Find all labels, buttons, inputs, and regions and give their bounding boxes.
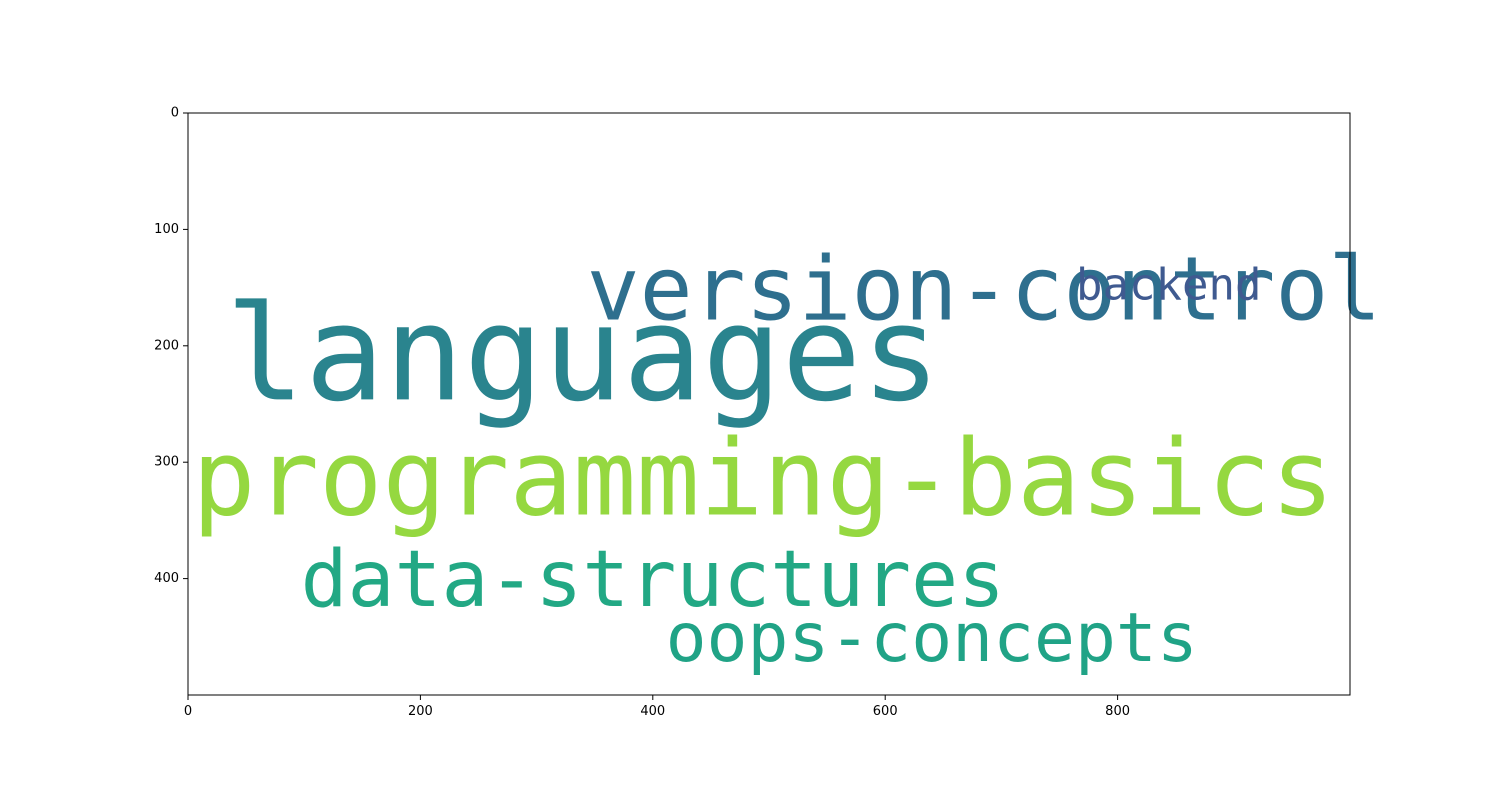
y-axis: 0 100 200 300 400 [154, 106, 188, 586]
x-tick-label: 800 [1105, 704, 1130, 719]
y-tick-label: 0 [171, 106, 179, 121]
x-tick-label: 0 [184, 704, 192, 719]
x-tick-label: 200 [408, 704, 433, 719]
y-tick-label: 300 [154, 455, 179, 470]
y-tick-label: 400 [154, 571, 179, 586]
word-oops-concepts: oops-concepts [666, 599, 1198, 678]
x-tick-label: 600 [873, 704, 898, 719]
x-tick-label: 400 [640, 704, 665, 719]
plot-area: programming-basicslanguagesversion-contr… [192, 238, 1381, 679]
word-backend: backend [1076, 260, 1261, 311]
x-axis: 0 200 400 600 800 [184, 695, 1130, 719]
y-tick-label: 200 [154, 338, 179, 353]
word-programming-basics: programming-basics [192, 416, 1334, 539]
axes-frame [187, 112, 1351, 696]
word-languages: languages [225, 277, 940, 431]
word-data-structures: data-structures [301, 535, 1005, 625]
y-tick-label: 100 [154, 222, 179, 237]
word-version-control: version-control [587, 238, 1382, 341]
